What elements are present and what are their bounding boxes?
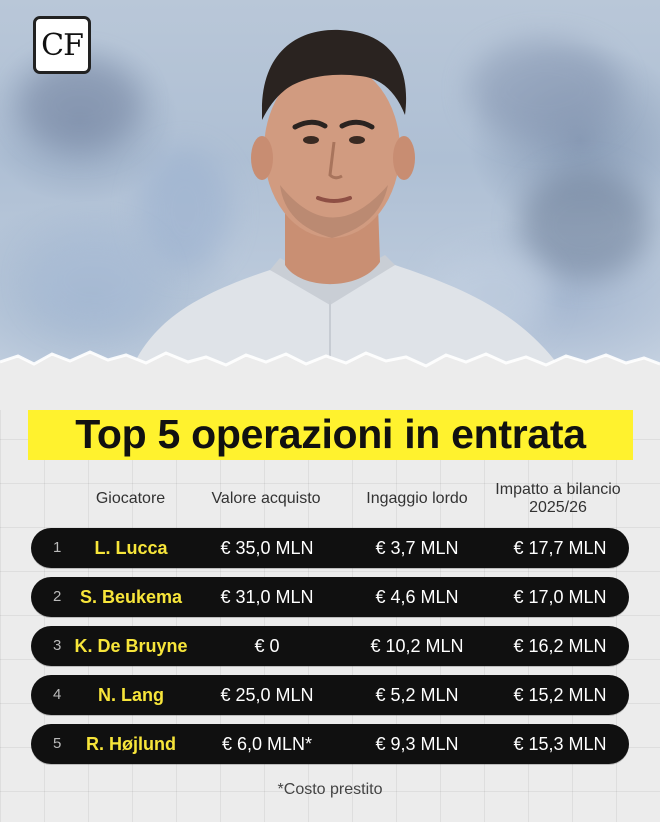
table-row: 1 L. Lucca € 35,0 MLN € 3,7 MLN € 17,7 M… bbox=[31, 528, 629, 568]
row-rank: 5 bbox=[53, 735, 62, 752]
row-player-name: K. De Bruyne bbox=[74, 636, 188, 656]
player-photo bbox=[120, 29, 580, 400]
row-purchase-value: € 31,0 MLN bbox=[220, 587, 314, 607]
row-budget-impact: € 15,3 MLN bbox=[513, 734, 607, 754]
torn-paper-edge bbox=[0, 350, 660, 410]
column-header-budget-impact-line2: 2025/26 bbox=[529, 499, 587, 516]
brand-logo: CF bbox=[33, 16, 91, 74]
crowd-blur bbox=[20, 60, 140, 150]
row-player-name: L. Lucca bbox=[94, 538, 168, 558]
column-header-budget-impact: Impatto a bilancio 2025/26 bbox=[478, 481, 638, 517]
row-rank: 4 bbox=[53, 686, 62, 703]
row-purchase-value: € 0 bbox=[254, 636, 280, 656]
column-header-purchase-value: Valore acquisto bbox=[211, 490, 321, 507]
row-gross-salary: € 10,2 MLN bbox=[370, 636, 464, 656]
column-header-player: Giocatore bbox=[95, 490, 166, 507]
row-budget-impact: € 17,7 MLN bbox=[513, 538, 607, 558]
table-row: 3 K. De Bruyne € 0 € 10,2 MLN € 16,2 MLN bbox=[31, 626, 629, 666]
crowd-blur bbox=[470, 40, 620, 140]
row-rank: 2 bbox=[53, 588, 62, 605]
page-title: Top 5 operazioni in entrata bbox=[75, 411, 586, 457]
row-rank: 3 bbox=[53, 637, 62, 654]
row-budget-impact: € 16,2 MLN bbox=[513, 636, 607, 656]
row-gross-salary: € 5,2 MLN bbox=[375, 685, 459, 705]
table-row: 2 S. Beukema € 31,0 MLN € 4,6 MLN € 17,0… bbox=[31, 577, 629, 617]
row-player-name: N. Lang bbox=[98, 685, 164, 705]
row-gross-salary: € 9,3 MLN bbox=[375, 734, 459, 754]
table-row: 4 N. Lang € 25,0 MLN € 5,2 MLN € 15,2 ML… bbox=[31, 675, 629, 715]
row-player-name: S. Beukema bbox=[79, 587, 183, 607]
hero-photo: CF bbox=[0, 0, 660, 400]
footnote: *Costo prestito bbox=[277, 781, 383, 798]
crowd-blur bbox=[520, 170, 650, 280]
column-header-budget-impact-line1: Impatto a bilancio bbox=[495, 481, 621, 498]
crowd-blur bbox=[30, 230, 160, 330]
row-player-name: R. Højlund bbox=[86, 734, 176, 754]
row-purchase-value: € 25,0 MLN bbox=[220, 685, 314, 705]
row-gross-salary: € 4,6 MLN bbox=[375, 587, 459, 607]
column-header-gross-salary: Ingaggio lordo bbox=[366, 490, 468, 507]
row-rank: 1 bbox=[53, 539, 62, 556]
row-budget-impact: € 15,2 MLN bbox=[513, 685, 607, 705]
row-purchase-value: € 35,0 MLN bbox=[220, 538, 314, 558]
table-row: 5 R. Højlund € 6,0 MLN* € 9,3 MLN € 15,3… bbox=[31, 724, 629, 764]
row-budget-impact: € 17,0 MLN bbox=[513, 587, 607, 607]
row-gross-salary: € 3,7 MLN bbox=[375, 538, 459, 558]
title-highlight bbox=[28, 410, 633, 460]
crowd-blur bbox=[140, 150, 230, 270]
row-purchase-value: € 6,0 MLN* bbox=[221, 734, 313, 754]
brand-logo-text: CF bbox=[41, 27, 84, 63]
